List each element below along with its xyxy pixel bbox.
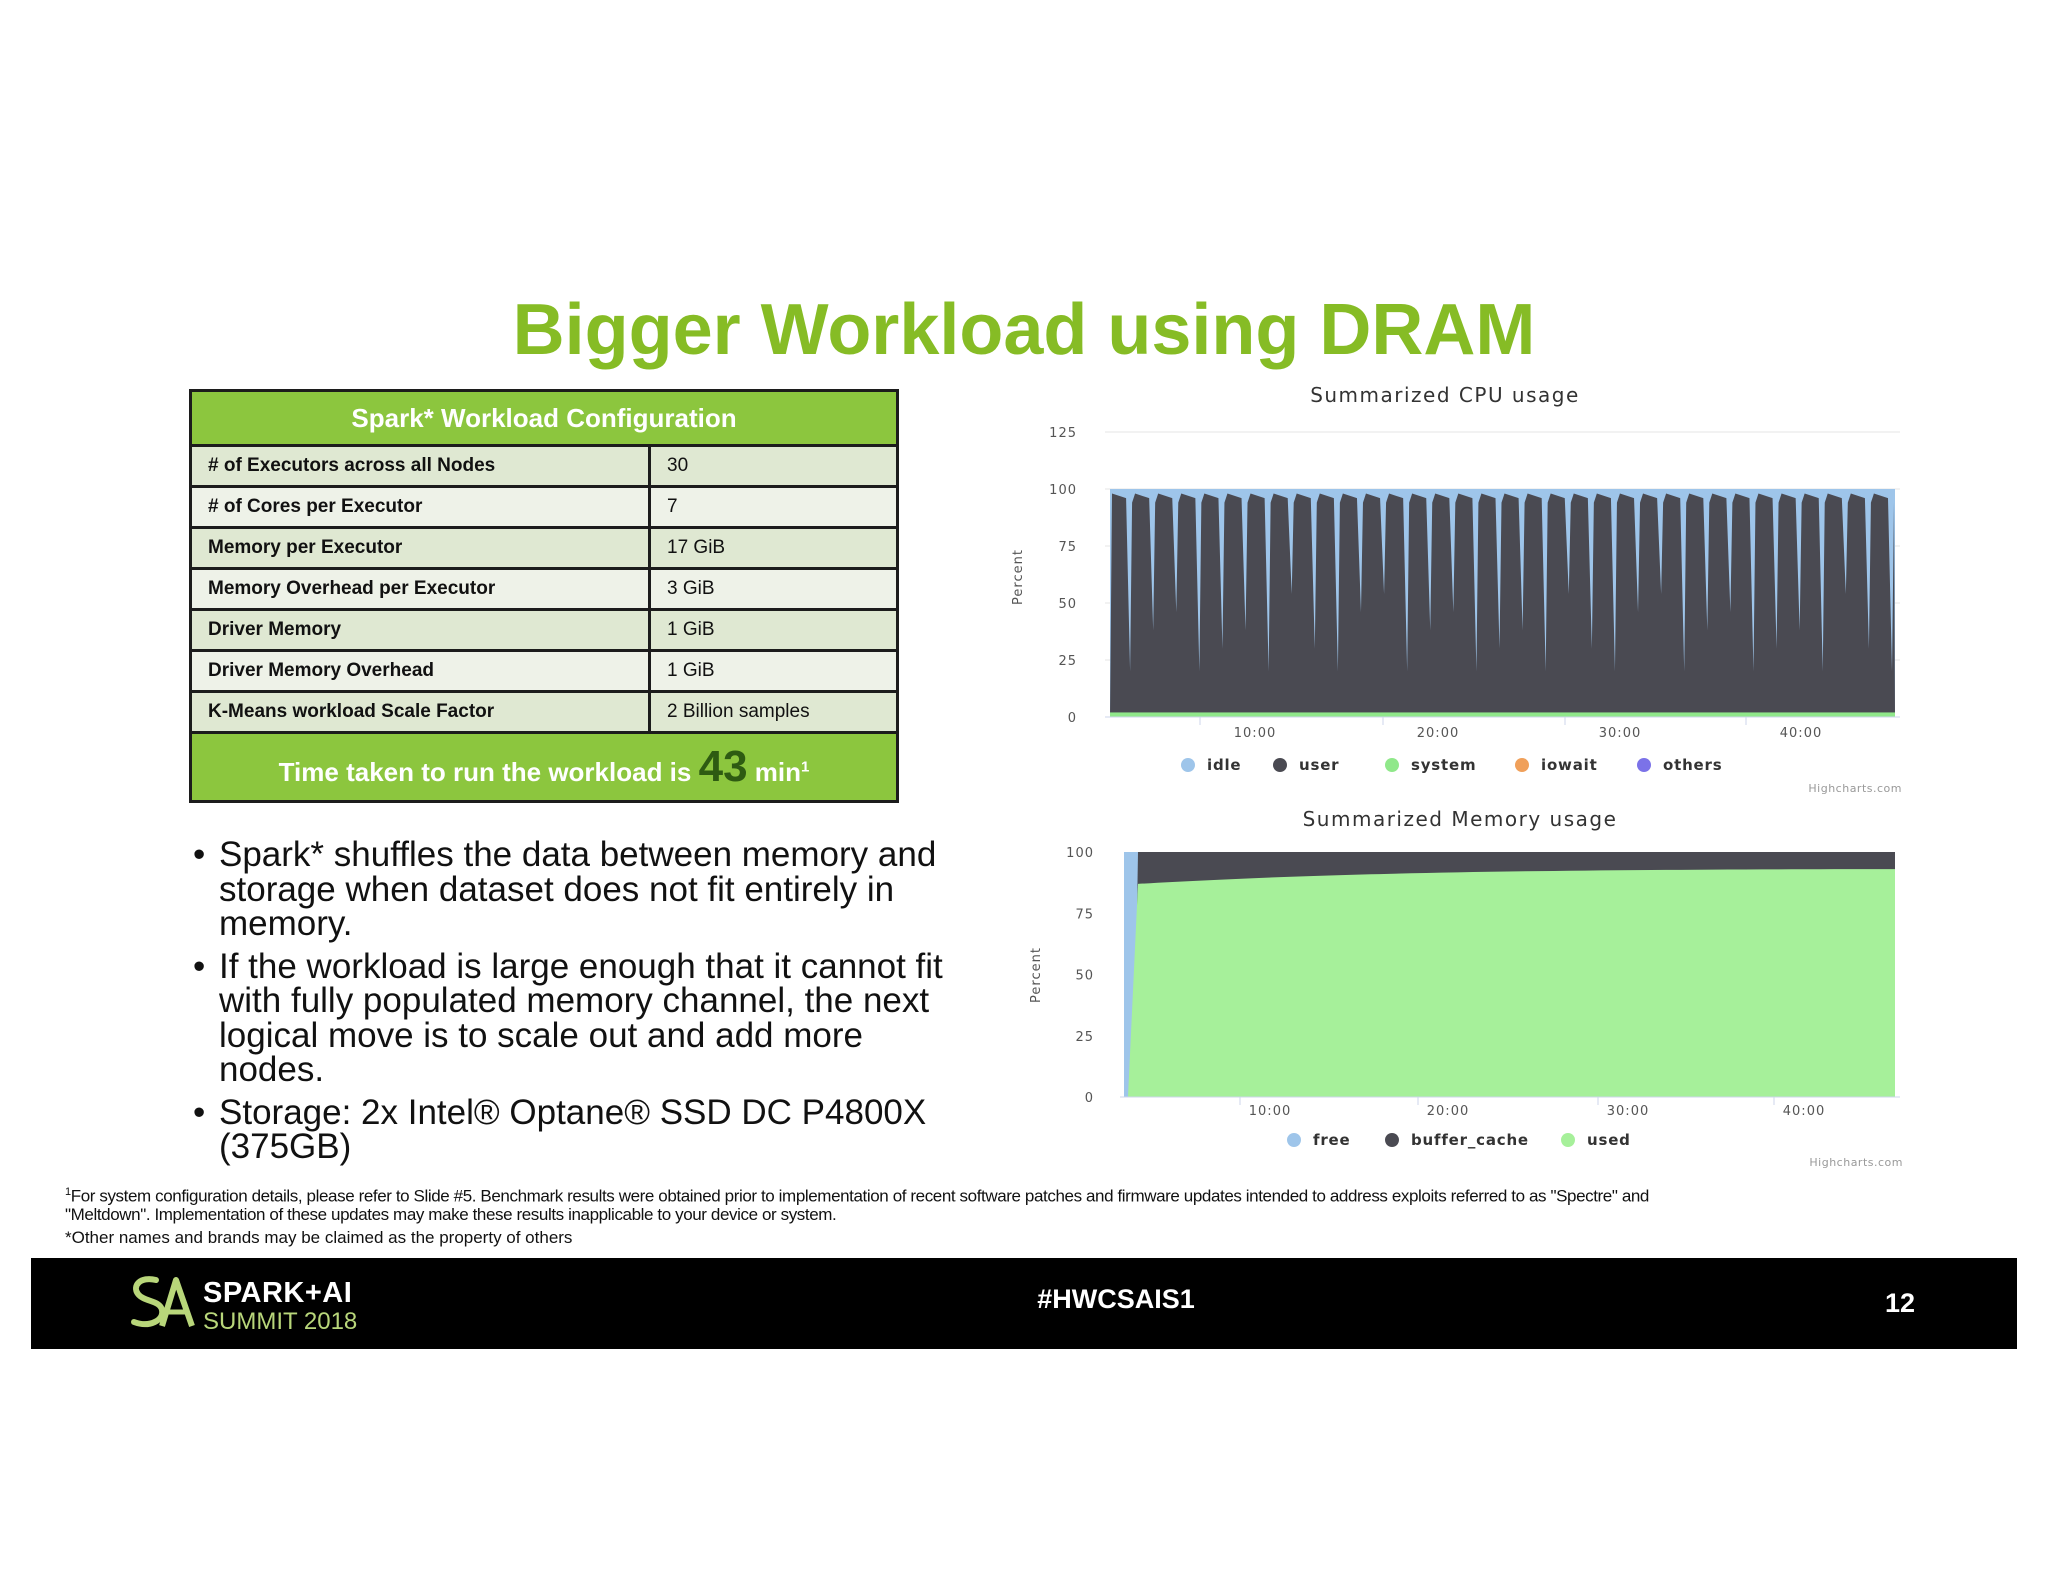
legend-marker bbox=[1637, 758, 1651, 772]
table-row: # of Cores per Executor 7 bbox=[189, 485, 899, 529]
y-axis-label: Percent bbox=[1029, 947, 1044, 1003]
x-tick-label: 40:00 bbox=[1783, 1104, 1825, 1119]
footnote-sup: 1 bbox=[65, 1186, 71, 1198]
y-tick-label: 25 bbox=[1058, 654, 1077, 669]
y-tick-label: 0 bbox=[1068, 711, 1077, 726]
y-tick-label: 25 bbox=[1075, 1030, 1094, 1045]
bullet-glyph: • bbox=[193, 1092, 206, 1132]
list-item: • If the workload is large enough that it… bbox=[193, 946, 953, 1089]
footnote-marker: 1 bbox=[801, 758, 810, 776]
x-tick-label: 10:00 bbox=[1249, 1104, 1291, 1119]
row-label: # of Cores per Executor bbox=[189, 485, 651, 529]
legend-marker bbox=[1515, 758, 1529, 772]
row-label: Memory Overhead per Executor bbox=[189, 567, 651, 611]
config-table-footer: Time taken to run the workload is 43 min… bbox=[189, 731, 899, 803]
footer-suffix: min bbox=[754, 757, 802, 787]
legend-item-idle: idle bbox=[1207, 756, 1241, 774]
legend-item-used: used bbox=[1587, 1131, 1631, 1149]
memory-chart-svg: Summarized Memory usage 0 25 50 75 100 Percent… bbox=[1029, 807, 1903, 1169]
bullet-list: • Spark* shuffles the data between memory… bbox=[193, 835, 953, 1173]
row-label: Driver Memory Overhead bbox=[189, 649, 651, 693]
legend-item-others: others bbox=[1663, 756, 1722, 774]
legend-marker bbox=[1385, 758, 1399, 772]
x-tick-label: 10:00 bbox=[1234, 726, 1276, 741]
bullet-text: If the workload is large enough that it … bbox=[219, 946, 943, 1089]
chart-title: Summarized Memory usage bbox=[1303, 807, 1618, 831]
time-value: 43 bbox=[698, 742, 748, 791]
footer-bar: SPARK+AI SUMMIT 2018 #HWCSAIS1 12 bbox=[31, 1258, 2017, 1349]
slide-title: Bigger Workload using DRAM bbox=[512, 290, 1536, 370]
x-tick-label: 20:00 bbox=[1417, 726, 1459, 741]
table-row: K-Means workload Scale Factor 2 Billion … bbox=[189, 690, 899, 734]
bullet-glyph: • bbox=[193, 946, 206, 986]
table-row: Driver Memory 1 GiB bbox=[189, 608, 899, 652]
series-user-area bbox=[1110, 493, 1895, 717]
table-row: Driver Memory Overhead 1 GiB bbox=[189, 649, 899, 693]
footnote-line-3: *Other names and brands may be claimed a… bbox=[65, 1228, 573, 1247]
cpu-usage-chart: Summarized CPU usage 0 25 50 75 100 125 Percent… bbox=[1000, 372, 1920, 797]
footnote-text-1: For system configuration details, please… bbox=[70, 1186, 1650, 1206]
y-tick-label: 50 bbox=[1058, 597, 1077, 612]
footnote-line-1: 1For system configuration details, pleas… bbox=[65, 1181, 1649, 1208]
x-tick-label: 40:00 bbox=[1780, 726, 1822, 741]
spark-ai-logo-icon bbox=[131, 1276, 195, 1328]
row-value: 30 bbox=[648, 444, 899, 488]
config-table-header: Spark* Workload Configuration bbox=[189, 389, 899, 447]
y-tick-label: 125 bbox=[1049, 426, 1077, 441]
row-value: 17 GiB bbox=[648, 526, 899, 570]
chart-credits: Highcharts.com bbox=[1808, 782, 1902, 795]
y-tick-label: 75 bbox=[1058, 540, 1077, 555]
list-item: • Storage: 2x Intel® Optane® SSD DC P4800… bbox=[193, 1092, 953, 1166]
series-system-area bbox=[1110, 712, 1895, 717]
memory-usage-chart: Summarized Memory usage 0 25 50 75 100 Percent… bbox=[1000, 800, 1920, 1172]
legend-item-system: system bbox=[1411, 756, 1476, 774]
row-label: K-Means workload Scale Factor bbox=[189, 690, 651, 734]
footnote-line-2: "Meltdown". Implementation of these upda… bbox=[65, 1205, 837, 1224]
row-value: 3 GiB bbox=[648, 567, 899, 611]
legend-marker bbox=[1561, 1133, 1575, 1147]
x-tick-label: 20:00 bbox=[1427, 1104, 1469, 1119]
row-label: Memory per Executor bbox=[189, 526, 651, 570]
x-tick-label: 30:00 bbox=[1599, 726, 1641, 741]
row-value: 7 bbox=[648, 485, 899, 529]
table-row: Memory Overhead per Executor 3 GiB bbox=[189, 567, 899, 611]
legend-item-buffer_cache: buffer_cache bbox=[1411, 1131, 1529, 1149]
chart-credits: Highcharts.com bbox=[1809, 1156, 1903, 1169]
list-item: • Spark* shuffles the data between memory… bbox=[193, 835, 953, 943]
legend-marker bbox=[1181, 758, 1195, 772]
legend-item-iowait: iowait bbox=[1541, 756, 1598, 774]
legend-marker bbox=[1385, 1133, 1399, 1147]
legend-item-free: free bbox=[1313, 1131, 1350, 1149]
legend-marker bbox=[1287, 1133, 1301, 1147]
hashtag: #HWCSAIS1 bbox=[1037, 1284, 1195, 1314]
row-value: 1 GiB bbox=[648, 649, 899, 693]
table-row: # of Executors across all Nodes 30 bbox=[189, 444, 899, 488]
bullet-glyph: • bbox=[193, 835, 206, 874]
y-tick-label: 75 bbox=[1075, 907, 1094, 922]
table-row: Memory per Executor 17 GiB bbox=[189, 526, 899, 570]
x-tick-label: 30:00 bbox=[1607, 1104, 1649, 1119]
y-tick-label: 50 bbox=[1075, 969, 1094, 984]
logo-text-line-2: SUMMIT 2018 bbox=[203, 1308, 358, 1335]
y-tick-label: 100 bbox=[1049, 483, 1077, 498]
chart-title: Summarized CPU usage bbox=[1310, 383, 1580, 407]
series-used-area bbox=[1128, 869, 1895, 1097]
y-tick-label: 0 bbox=[1085, 1091, 1094, 1106]
y-tick-label: 100 bbox=[1066, 846, 1094, 861]
row-label: Driver Memory bbox=[189, 608, 651, 652]
row-label: # of Executors across all Nodes bbox=[189, 444, 651, 488]
logo-text-line-1: SPARK+AI bbox=[203, 1277, 353, 1309]
bullet-text: Spark* shuffles the data between memory … bbox=[219, 835, 937, 943]
cpu-chart-svg: Summarized CPU usage 0 25 50 75 100 125 Percent… bbox=[1011, 383, 1902, 795]
page-number: 12 bbox=[1885, 1288, 1916, 1318]
footer-prefix: Time taken to run the workload is bbox=[278, 757, 692, 787]
config-table: Spark* Workload Configuration # of Execu… bbox=[189, 389, 899, 803]
bullet-text: Storage: 2x Intel® Optane® SSD DC P4800X… bbox=[219, 1092, 927, 1166]
row-value: 1 GiB bbox=[648, 608, 899, 652]
legend-item-user: user bbox=[1299, 756, 1339, 774]
row-value: 2 Billion samples bbox=[648, 690, 899, 734]
legend-marker bbox=[1273, 758, 1287, 772]
y-axis-label: Percent bbox=[1011, 549, 1026, 605]
